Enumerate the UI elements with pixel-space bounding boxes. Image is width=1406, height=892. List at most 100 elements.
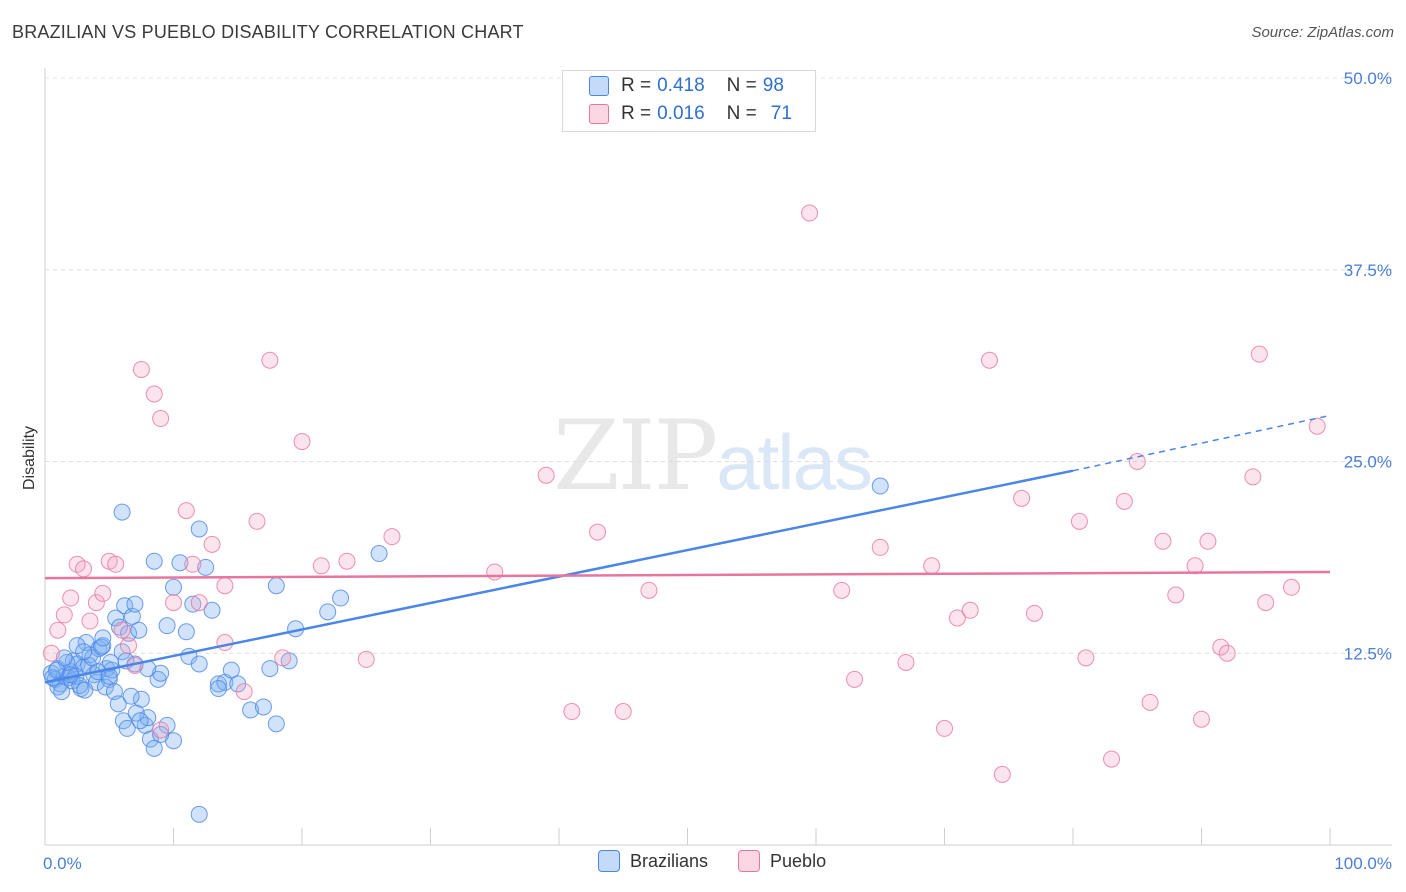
point-pueblo bbox=[614, 703, 632, 721]
source-label: Source: ZipAtlas.com bbox=[1251, 24, 1394, 41]
point-brazilians bbox=[177, 623, 195, 641]
point-pueblo bbox=[923, 557, 941, 575]
point-brazilians bbox=[114, 712, 132, 730]
point-pueblo bbox=[980, 351, 998, 369]
point-pueblo bbox=[801, 204, 819, 222]
point-pueblo bbox=[55, 606, 73, 624]
point-pueblo bbox=[486, 563, 504, 581]
axis-labels: 12.5% 25.0% 37.5% 50.0% 0.0% 100.0% Disability bbox=[21, 69, 1392, 873]
y-tick-label: 12.5% bbox=[1344, 644, 1392, 663]
point-brazilians bbox=[109, 695, 127, 713]
r-value: 0.418 bbox=[657, 75, 705, 96]
r-label: R = bbox=[621, 75, 652, 96]
point-pueblo bbox=[312, 557, 330, 575]
point-brazilians bbox=[48, 661, 66, 679]
point-brazilians bbox=[203, 601, 221, 619]
point-pueblo bbox=[1308, 417, 1326, 435]
point-brazilians bbox=[152, 664, 170, 682]
point-pueblo bbox=[1025, 604, 1043, 622]
point-pueblo bbox=[75, 560, 93, 578]
point-brazilians bbox=[190, 655, 208, 673]
legend-item-pueblo[interactable]: Pueblo bbox=[738, 850, 826, 872]
legend-row-pueblo: R = 0.016 N = 71 bbox=[563, 101, 792, 127]
n-value: 71 bbox=[770, 103, 792, 124]
point-pueblo bbox=[184, 555, 202, 573]
pueblo-swatch bbox=[589, 104, 609, 124]
point-pueblo bbox=[640, 581, 658, 599]
chart-title: BRAZILIAN VS PUEBLO DISABILITY CORRELATI… bbox=[12, 22, 524, 42]
point-brazilians bbox=[261, 660, 279, 678]
point-brazilians bbox=[113, 643, 131, 661]
point-pueblo bbox=[993, 765, 1011, 783]
point-pueblo bbox=[145, 385, 163, 403]
point-brazilians bbox=[118, 719, 136, 737]
point-pueblo bbox=[871, 538, 889, 556]
point-brazilians bbox=[127, 704, 145, 722]
point-pueblo bbox=[177, 502, 195, 520]
point-brazilians bbox=[190, 520, 208, 538]
point-brazilians bbox=[55, 649, 73, 667]
y-tick-label: 25.0% bbox=[1344, 453, 1392, 472]
point-pueblo bbox=[107, 555, 125, 573]
point-brazilians bbox=[197, 558, 215, 576]
legend-label-brazilians: Brazilians bbox=[630, 850, 709, 871]
point-pueblo bbox=[833, 581, 851, 599]
point-pueblo bbox=[1167, 586, 1185, 604]
brazilians-swatch bbox=[589, 76, 609, 96]
point-pueblo bbox=[338, 552, 356, 570]
point-pueblo bbox=[1103, 750, 1121, 768]
point-pueblo bbox=[152, 410, 170, 428]
point-pueblo bbox=[1199, 532, 1217, 550]
point-brazilians bbox=[145, 739, 163, 757]
point-pueblo bbox=[936, 719, 953, 737]
point-pueblo bbox=[1154, 532, 1172, 550]
point-pueblo bbox=[1141, 693, 1159, 711]
watermark-zip: ZIP bbox=[553, 400, 718, 512]
point-pueblo bbox=[589, 523, 607, 541]
legend-row-brazilians: R = 0.418 N = 98 bbox=[563, 73, 784, 99]
axes bbox=[44, 68, 1392, 846]
point-brazilians bbox=[76, 681, 94, 699]
point-pueblo bbox=[203, 535, 221, 553]
point-brazilians bbox=[209, 680, 227, 698]
point-pueblo bbox=[190, 594, 208, 612]
stats-legend: R = 0.418 N = 98 R = 0.016 N = 71 bbox=[562, 70, 816, 132]
point-brazilians bbox=[267, 715, 285, 733]
n-label: N = bbox=[726, 75, 757, 96]
point-pueblo bbox=[248, 512, 266, 530]
point-brazilians bbox=[332, 589, 350, 607]
point-brazilians bbox=[94, 629, 112, 647]
point-brazilians bbox=[122, 687, 140, 705]
point-pueblo bbox=[62, 589, 80, 607]
point-brazilians bbox=[209, 675, 227, 693]
point-pueblo bbox=[961, 601, 979, 619]
point-pueblo bbox=[1257, 594, 1275, 612]
point-brazilians bbox=[130, 621, 148, 639]
point-pueblo bbox=[1244, 468, 1262, 486]
legend-item-brazilians[interactable]: Brazilians bbox=[598, 850, 708, 872]
point-brazilians bbox=[111, 618, 129, 636]
r-label: R = bbox=[621, 103, 652, 124]
brazilians-legend-swatch bbox=[598, 850, 620, 872]
trend-lines bbox=[44, 414, 1331, 684]
pueblo-legend-swatch bbox=[738, 850, 761, 872]
point-brazilians bbox=[145, 552, 163, 570]
point-pueblo bbox=[81, 612, 99, 630]
legend-label-pueblo: Pueblo bbox=[770, 850, 827, 871]
point-pueblo bbox=[165, 594, 182, 612]
point-pueblo bbox=[383, 528, 401, 546]
y-tick-label: 37.5% bbox=[1344, 261, 1392, 280]
point-pueblo bbox=[293, 433, 311, 451]
point-pueblo bbox=[846, 670, 864, 688]
point-pueblo bbox=[537, 466, 555, 484]
point-pueblo bbox=[1070, 512, 1088, 530]
point-pueblo bbox=[897, 653, 915, 671]
point-pueblo bbox=[1115, 492, 1133, 510]
point-pueblo bbox=[216, 577, 234, 595]
point-pueblo bbox=[1013, 489, 1031, 507]
point-pueblo bbox=[357, 650, 375, 668]
point-brazilians bbox=[126, 595, 144, 613]
point-brazilians bbox=[152, 726, 170, 744]
point-pueblo bbox=[87, 594, 105, 612]
point-brazilians bbox=[171, 554, 189, 572]
